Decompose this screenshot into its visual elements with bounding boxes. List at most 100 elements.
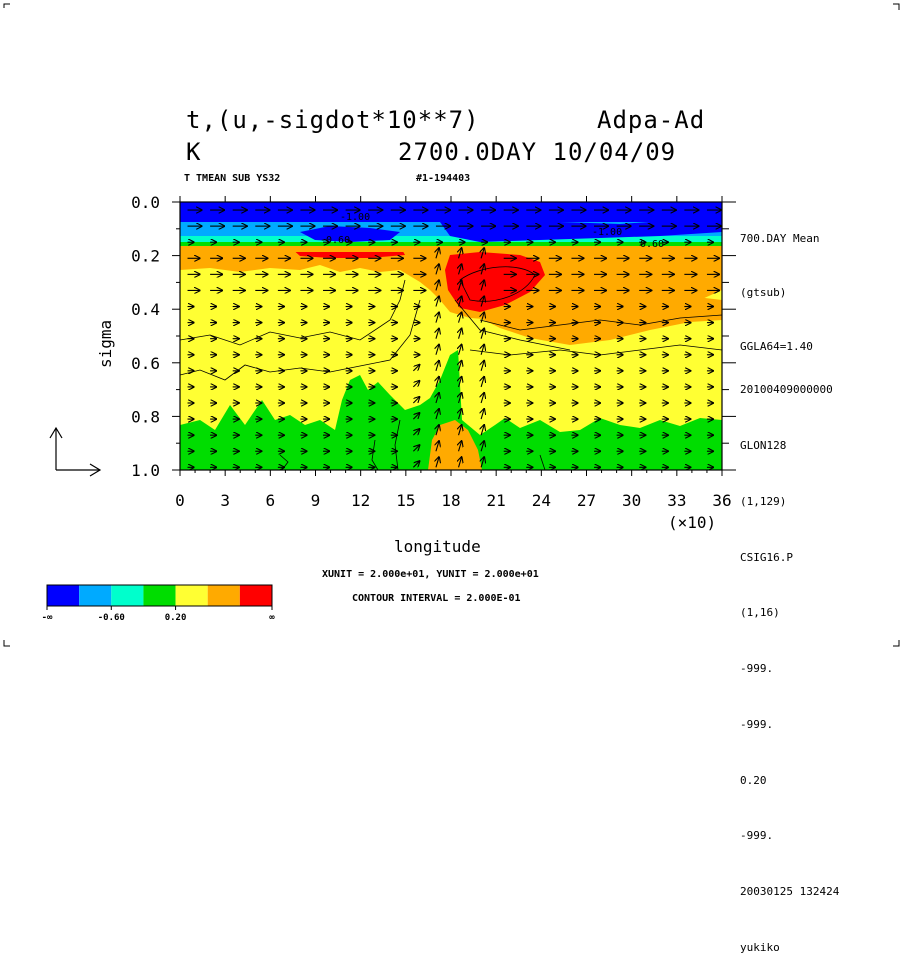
x-multiplier: (×10)	[668, 513, 716, 532]
wind-vector	[436, 313, 439, 323]
wind-vectors	[187, 210, 721, 468]
wind-vector	[459, 313, 462, 323]
wind-vector	[459, 264, 462, 275]
x-tick-label: 36	[712, 491, 731, 510]
colorbar-label: 0.20	[165, 613, 187, 623]
wind-vector	[481, 297, 484, 307]
colorbar: -∞ -0.60 0.20 ∞	[42, 584, 275, 623]
wind-vector	[459, 425, 462, 436]
contour-label: -0.60	[320, 235, 350, 246]
side-info-bottom: 20100409000000 GLON128 (1,129) CSIG16.P …	[740, 344, 839, 976]
x-tick-label: 9	[311, 491, 321, 510]
wind-vector	[412, 413, 419, 420]
wind-vector	[459, 361, 462, 371]
x-tick-label: 21	[487, 491, 506, 510]
field-red-upper	[445, 252, 545, 312]
colorbar-swatch	[79, 585, 112, 606]
wind-vector	[481, 264, 484, 275]
wind-vector	[481, 280, 484, 291]
x-tick-label: 33	[667, 491, 686, 510]
wind-vector	[412, 381, 419, 388]
side-info-top: 700.DAY Mean (gtsub) GGLA64=1.40	[740, 194, 819, 374]
x-tick-label: 18	[441, 491, 460, 510]
wind-vector	[481, 361, 484, 371]
x-tick-label: 15	[396, 491, 415, 510]
x-tick-label: 24	[532, 491, 551, 510]
colorbar-swatch	[143, 585, 176, 606]
wind-vector	[481, 393, 484, 404]
field-orange-strip	[180, 246, 722, 252]
subtitle-right: #1-194403	[416, 173, 471, 184]
wind-vector	[436, 329, 439, 339]
field-orange-surface	[428, 420, 482, 470]
x-tick-label: 0	[175, 491, 185, 510]
reference-vector	[49, 426, 102, 477]
colorbar-swatch	[175, 585, 208, 606]
wind-vector	[459, 441, 462, 452]
wind-vector	[436, 425, 439, 436]
field-blue-blob-left	[300, 226, 400, 242]
x-tick-label: 30	[622, 491, 641, 510]
side-info-line: 20100409000000	[740, 383, 833, 397]
side-info-line: -999.	[740, 829, 774, 843]
contour-label: 0.60	[640, 239, 664, 250]
title-line1-left: t,(u,-sigdot*10**7)	[186, 106, 480, 134]
side-info-line: 20030125 132424	[740, 885, 840, 899]
y-tick-label: 1.0	[131, 461, 160, 480]
wind-vector	[459, 248, 462, 259]
x-tick-label: 12	[351, 491, 370, 510]
footer-units: XUNIT = 2.000e+01, YUNIT = 2.000e+01	[322, 569, 539, 580]
side-info-line: (1,16)	[740, 606, 780, 620]
side-info-line: -999.	[740, 662, 774, 676]
wind-vector	[436, 361, 439, 371]
wind-vector	[459, 280, 462, 291]
side-info-line: 0.20	[740, 773, 767, 787]
wind-vector	[436, 441, 439, 452]
colorbar-swatch	[111, 585, 144, 606]
title-line2-right: 2700.0DAY 10/04/09	[398, 138, 677, 166]
x-axis: 0 3 6 9 12 15 18 21 24 27 30 33 36	[175, 196, 732, 510]
y-axis: 0.0 0.2 0.4 0.6 0.8 1.0	[131, 193, 736, 480]
wind-vector	[459, 393, 462, 404]
colorbar-swatch	[207, 585, 240, 606]
field-green-strip	[180, 242, 722, 246]
colorbar-swatch	[47, 585, 80, 606]
y-tick-label: 0.8	[131, 407, 160, 426]
crop-marks	[3, 3, 900, 647]
wind-vector	[459, 297, 462, 307]
wind-vector	[412, 397, 419, 404]
x-tick-label: 3	[220, 491, 230, 510]
y-tick-label: 0.6	[131, 354, 160, 373]
side-info-line: 700.DAY Mean	[740, 232, 820, 245]
wind-vector	[436, 393, 439, 404]
x-tick-label: 27	[577, 491, 596, 510]
side-info-line: GGLA64=1.40	[740, 340, 813, 353]
x-axis-label: longitude	[394, 537, 481, 556]
wind-vector	[436, 457, 439, 468]
wind-vector	[412, 461, 419, 468]
wind-vector	[459, 409, 462, 420]
wind-vector	[481, 345, 484, 355]
title-line2-left: K	[186, 138, 202, 166]
wind-vector	[459, 457, 462, 468]
field-cyan	[180, 236, 722, 244]
y-tick-label: 0.4	[131, 300, 160, 319]
side-info-line: (gtsub)	[740, 286, 787, 299]
wind-vector	[436, 248, 439, 259]
colorbar-label: ∞	[269, 613, 275, 623]
wind-vector	[459, 329, 462, 339]
side-info-line: (1,129)	[740, 494, 787, 508]
wind-vector	[436, 377, 439, 388]
contour-label: -1.00	[340, 212, 370, 223]
wind-vector	[412, 429, 419, 436]
wind-vector	[436, 409, 439, 420]
wind-vector	[436, 264, 439, 275]
wind-vector	[459, 345, 462, 355]
y-axis-label: sigma	[96, 320, 115, 368]
wind-vector	[412, 445, 419, 452]
subtitle-left: T TMEAN SUB YS32	[184, 173, 281, 184]
wind-vector	[436, 297, 439, 307]
field-green-lower	[180, 350, 722, 470]
y-tick-label: 0.2	[131, 247, 160, 266]
side-info-line: yukiko	[740, 941, 780, 954]
